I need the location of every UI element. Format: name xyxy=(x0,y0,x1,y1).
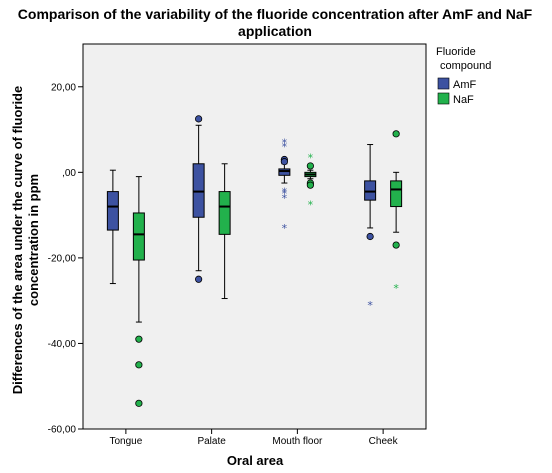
outlier-point xyxy=(306,181,314,189)
y-tick-label: ,00 xyxy=(62,168,76,179)
legend-swatch-naf xyxy=(437,92,450,105)
outlier-point xyxy=(135,335,143,343)
outlier-point xyxy=(306,162,314,170)
extreme-point: * xyxy=(282,186,288,199)
outlier-point xyxy=(392,241,400,249)
extreme-point: * xyxy=(308,198,314,211)
box xyxy=(106,191,119,231)
outlier-point xyxy=(366,232,374,241)
y-tick-label: -40,00 xyxy=(48,339,77,350)
extreme-point: * xyxy=(367,299,373,312)
y-axis-title-line1: Differences of the area under the curve … xyxy=(10,86,25,394)
outlier-point xyxy=(392,130,400,138)
outlier-point xyxy=(195,115,203,123)
y-tick-label: 20,00 xyxy=(51,82,76,93)
y-tick-label: -20,00 xyxy=(48,253,77,264)
legend-label-naf: NaF xyxy=(453,94,474,106)
extreme-point: * xyxy=(282,188,288,201)
box xyxy=(364,180,377,201)
outlier-point xyxy=(280,158,288,166)
legend-title-line2: compound xyxy=(440,60,491,72)
box xyxy=(278,168,291,176)
legend-swatch-amf xyxy=(437,77,450,90)
box xyxy=(192,163,205,218)
legend-title-line1: Fluoride xyxy=(436,46,476,58)
box xyxy=(390,180,403,208)
extreme-point: * xyxy=(282,192,288,205)
x-axis: Tongue Palate Mouth floor Cheek xyxy=(109,429,399,447)
extreme-point: * xyxy=(282,222,288,235)
box xyxy=(132,212,145,261)
chart-title: Comparison of the variability of the flu… xyxy=(18,6,533,22)
extreme-point: * xyxy=(393,282,399,295)
x-tick-label: Mouth floor xyxy=(272,436,323,447)
outlier-point xyxy=(135,399,143,407)
extreme-point: * xyxy=(308,151,314,164)
outlier-point xyxy=(195,275,203,283)
legend-label-amf: AmF xyxy=(453,79,477,91)
y-axis-title-line2: concentration in ppm xyxy=(26,174,41,306)
y-tick-label: -60,00 xyxy=(48,425,77,436)
extreme-point: * xyxy=(282,136,288,149)
y-axis: 20,00 ,00 -20,00 -40,00 -60,00 xyxy=(48,82,83,436)
boxes-layer: ********** xyxy=(106,115,403,407)
chart-title-line2: application xyxy=(238,23,312,39)
legend: Fluoride compound AmF NaF xyxy=(436,46,491,106)
x-axis-title: Oral area xyxy=(227,453,284,468)
box xyxy=(218,191,231,235)
x-tick-label: Palate xyxy=(197,436,226,447)
x-tick-label: Cheek xyxy=(369,436,399,447)
x-tick-label: Tongue xyxy=(109,436,142,447)
extreme-point: * xyxy=(282,141,288,154)
outlier-point xyxy=(135,361,143,369)
